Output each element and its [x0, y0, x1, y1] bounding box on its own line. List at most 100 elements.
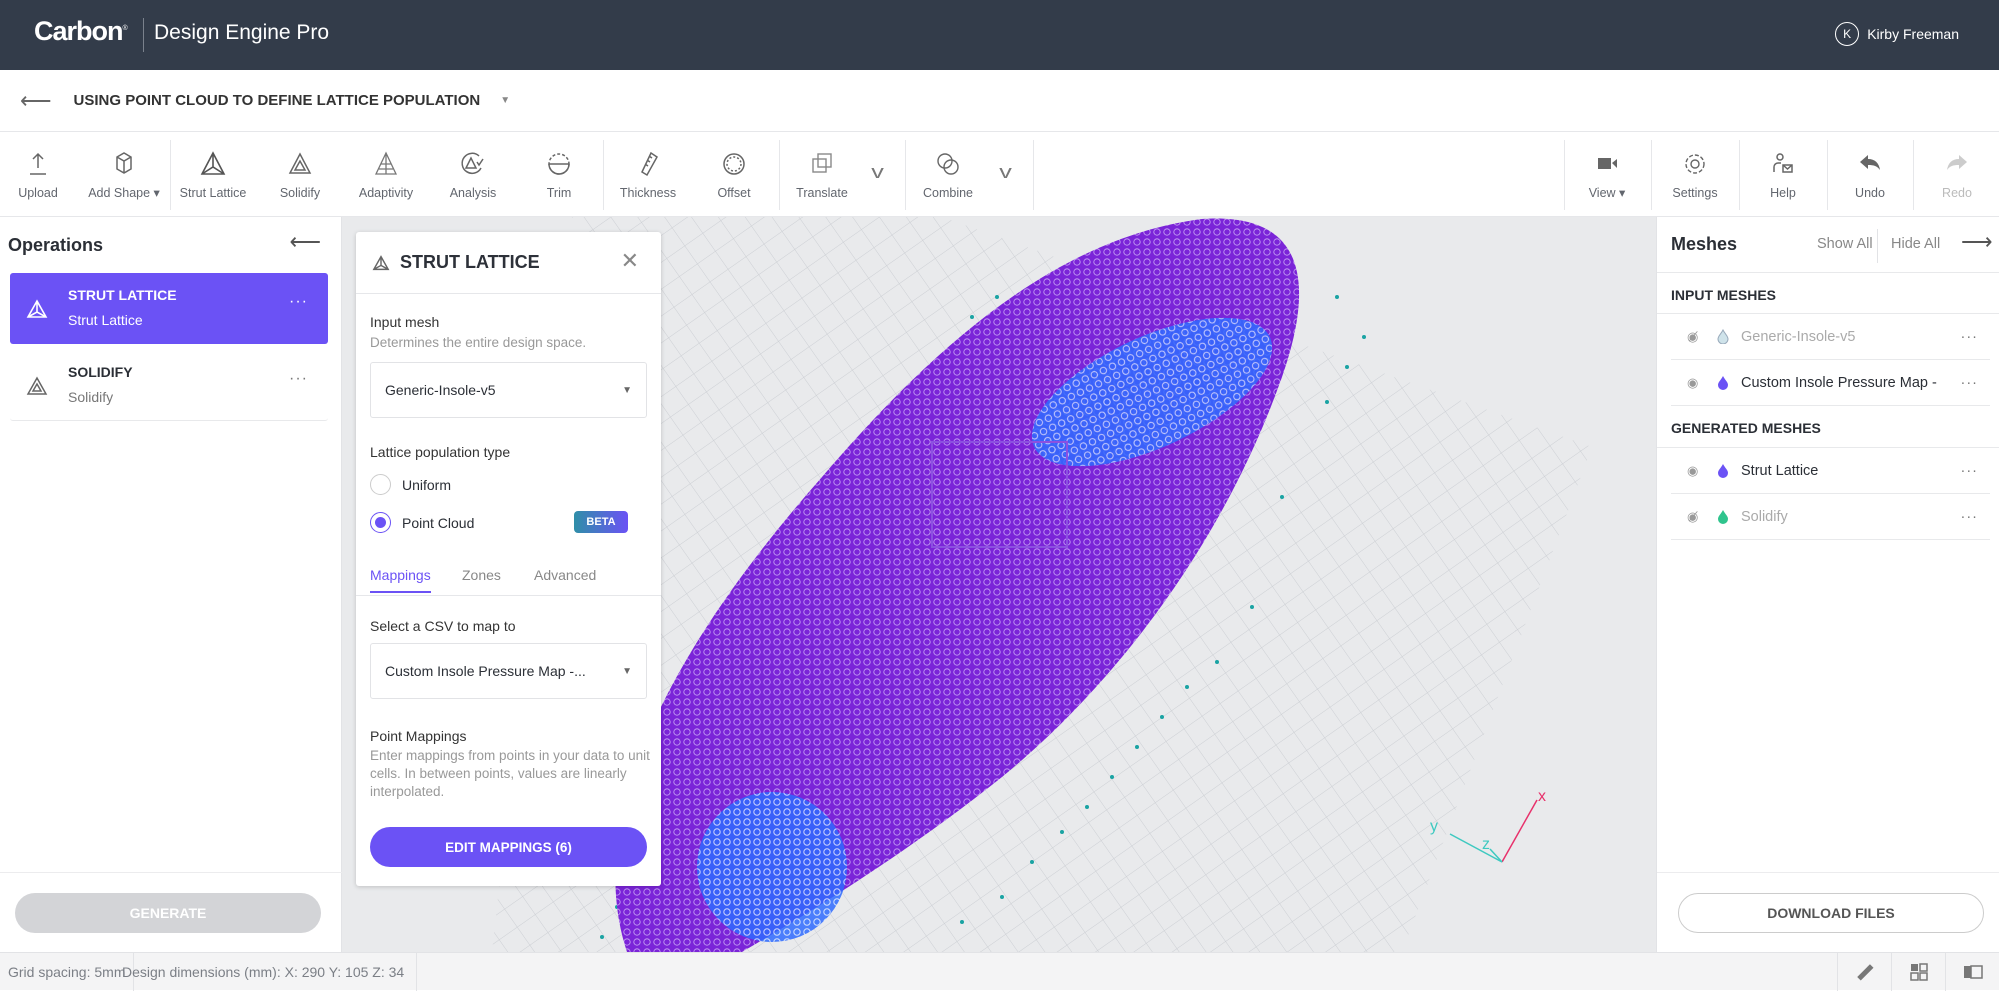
- strut-lattice-icon: [372, 254, 390, 270]
- divider: [143, 18, 144, 52]
- hide-all-button[interactable]: Hide All: [1891, 236, 1941, 252]
- input-mesh-label: Input mesh: [370, 314, 440, 330]
- panel-header: STRUT LATTICE ✕: [356, 232, 661, 294]
- thickness-icon: [641, 151, 658, 176]
- operation-subtitle: Strut Lattice: [68, 312, 143, 328]
- analysis-button[interactable]: Analysis: [430, 132, 516, 217]
- droplet-icon: [1718, 376, 1728, 390]
- undo-label: Undo: [1855, 185, 1885, 200]
- grid-view-icon: [1909, 963, 1928, 981]
- redo-icon: [1947, 154, 1967, 170]
- more-options-icon[interactable]: ···: [1960, 462, 1978, 479]
- undo-button[interactable]: Undo: [1827, 132, 1913, 217]
- more-options-icon[interactable]: ···: [289, 370, 308, 387]
- radio-point-cloud[interactable]: Point Cloud: [370, 512, 474, 533]
- operations-title: Operations: [8, 235, 104, 255]
- caret-down-icon[interactable]: ▼: [500, 95, 511, 106]
- operation-solidify[interactable]: SOLIDIFY Solidify ···: [10, 350, 328, 421]
- csv-select[interactable]: Custom Insole Pressure Map -... ▼: [370, 643, 647, 699]
- mesh-row[interactable]: ◉̸ Solidify ···: [1671, 494, 1990, 540]
- avatar: K: [1835, 22, 1860, 46]
- analysis-label: Analysis: [449, 185, 497, 200]
- combine-dropdown-chevron-icon[interactable]: v: [999, 162, 1012, 182]
- divider: [905, 140, 906, 210]
- user-name: Kirby Freeman: [1867, 26, 1959, 42]
- eye-icon[interactable]: ◉: [1687, 374, 1699, 390]
- caret-down-icon: ▼: [622, 384, 632, 396]
- operations-panel: Operations ⟵ STRUT LATTICE Strut Lattice…: [0, 217, 342, 952]
- generate-area: GENERATE: [0, 872, 342, 952]
- download-files-button[interactable]: DOWNLOAD FILES: [1678, 893, 1984, 933]
- adaptivity-button[interactable]: Adaptivity: [343, 132, 429, 217]
- collapse-arrow-icon[interactable]: ⟵: [289, 229, 321, 254]
- adaptivity-label: Adaptivity: [358, 185, 414, 200]
- more-options-icon[interactable]: ···: [1960, 508, 1978, 525]
- mesh-row[interactable]: ◉̸ Generic-Insole-v5 ···: [1671, 314, 1990, 360]
- solidify-button[interactable]: Solidify: [257, 132, 343, 217]
- help-button[interactable]: Help: [1740, 132, 1826, 217]
- show-all-button[interactable]: Show All: [1817, 236, 1873, 252]
- meshes-panel: Meshes Show All Hide All ⟶ INPUT MESHES …: [1656, 217, 1999, 952]
- document-title[interactable]: USING POINT CLOUD TO DEFINE LATTICE POPU…: [73, 92, 481, 109]
- edit-mappings-button[interactable]: EDIT MAPPINGS (6): [370, 827, 647, 867]
- trim-button[interactable]: Trim: [516, 132, 602, 217]
- radio-button[interactable]: [370, 474, 391, 495]
- ruler-button[interactable]: [1837, 953, 1891, 991]
- strut-lattice-label: Strut Lattice: [179, 185, 247, 200]
- gear-icon: [1685, 153, 1705, 174]
- input-meshes-header: INPUT MESHES: [1657, 272, 1999, 314]
- close-icon[interactable]: ✕: [620, 248, 639, 273]
- offset-button[interactable]: Offset: [691, 132, 777, 217]
- panel-tabs: Mappings Zones Advanced: [356, 562, 661, 596]
- 3d-viewport[interactable]: x y z: [342, 217, 1656, 952]
- axis-y-label: y: [1430, 818, 1438, 835]
- analysis-icon: [461, 152, 484, 174]
- radio-uniform[interactable]: Uniform: [370, 474, 451, 495]
- collapse-arrow-icon[interactable]: ⟶: [1961, 229, 1993, 254]
- axis-z-label: z: [1482, 836, 1490, 853]
- add-shape-button[interactable]: Add Shape ▾: [81, 132, 167, 217]
- input-mesh-select[interactable]: Generic-Insole-v5 ▼: [370, 362, 647, 418]
- strut-lattice-icon: [26, 299, 48, 318]
- translate-dropdown-chevron-icon[interactable]: v: [871, 162, 884, 182]
- divider: [603, 140, 604, 210]
- tab-mappings[interactable]: Mappings: [370, 567, 431, 593]
- user-menu[interactable]: K Kirby Freeman: [1835, 22, 1959, 46]
- radio-button[interactable]: [370, 512, 391, 533]
- ruler-icon: [1856, 964, 1873, 981]
- mesh-row[interactable]: ◉ Strut Lattice ···: [1671, 448, 1990, 494]
- upload-button[interactable]: Upload: [0, 132, 81, 217]
- more-options-icon[interactable]: ···: [1960, 374, 1978, 391]
- droplet-icon: [1717, 329, 1729, 344]
- divider: [1739, 140, 1740, 210]
- thickness-label: Thickness: [619, 185, 677, 200]
- back-arrow-icon[interactable]: ⟵: [20, 87, 52, 113]
- mesh-name: Strut Lattice: [1741, 462, 1819, 479]
- viewport-scene[interactable]: x y z: [342, 217, 1656, 952]
- view-button[interactable]: View ▾: [1564, 132, 1650, 217]
- help-label: Help: [1770, 185, 1796, 200]
- tab-zones[interactable]: Zones: [462, 567, 501, 583]
- thickness-button[interactable]: Thickness: [605, 132, 691, 217]
- eye-hidden-icon[interactable]: ◉̸: [1687, 508, 1699, 524]
- strut-lattice-button[interactable]: Strut Lattice: [170, 132, 256, 217]
- generate-button[interactable]: GENERATE: [15, 893, 321, 933]
- divider: [1877, 229, 1878, 263]
- more-options-icon[interactable]: ···: [1960, 328, 1978, 345]
- operation-strut-lattice[interactable]: STRUT LATTICE Strut Lattice ···: [10, 273, 328, 344]
- combine-button[interactable]: Combine: [905, 132, 991, 217]
- eye-icon[interactable]: ◉: [1687, 462, 1699, 478]
- translate-button[interactable]: Translate: [779, 132, 865, 217]
- settings-button[interactable]: Settings: [1652, 132, 1738, 217]
- top-bar: Carbon® Design Engine Pro K Kirby Freema…: [0, 0, 1999, 70]
- more-options-icon[interactable]: ···: [289, 293, 308, 310]
- eye-hidden-icon[interactable]: ◉̸: [1687, 328, 1699, 344]
- redo-button[interactable]: Redo: [1914, 132, 1999, 217]
- generated-meshes-header: GENERATED MESHES: [1657, 406, 1999, 448]
- translate-icon: [812, 152, 832, 173]
- mesh-row[interactable]: ◉ Custom Insole Pressure Map - ···: [1671, 360, 1990, 406]
- tab-advanced[interactable]: Advanced: [534, 567, 597, 583]
- panel-toggle-button[interactable]: [1945, 953, 1999, 991]
- grid-view-button[interactable]: [1891, 953, 1945, 991]
- carbon-logo[interactable]: Carbon®: [34, 16, 128, 46]
